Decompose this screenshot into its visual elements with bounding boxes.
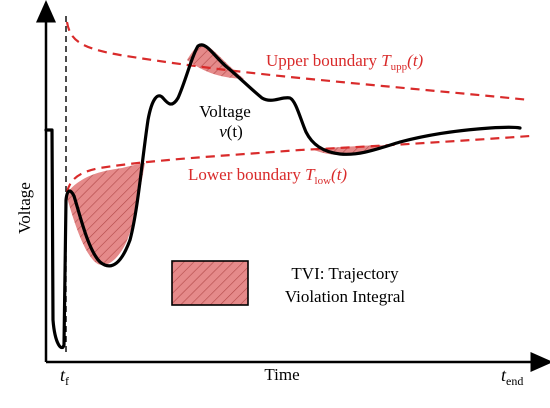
y-axis-label: Voltage [15, 182, 34, 234]
voltage-curve [44, 43, 522, 350]
x-axis-label: Time [264, 365, 299, 384]
fault-time-label: tf [60, 365, 69, 388]
legend-swatch [171, 260, 249, 306]
upper-boundary-label: Upper boundary Tupp(t) [266, 51, 424, 73]
voltage-label: Voltage [199, 102, 251, 121]
lower-boundary-curve [65, 134, 531, 193]
violation-area-lower [66, 163, 145, 266]
voltage-symbol: v(t) [219, 122, 243, 141]
end-time-label: tend [501, 365, 523, 388]
legend-line-2: Violation Integral [285, 287, 406, 306]
legend-line-1: TVI: Trajectory [291, 264, 399, 283]
lower-boundary-label: Lower boundary Tlow(t) [188, 165, 347, 187]
